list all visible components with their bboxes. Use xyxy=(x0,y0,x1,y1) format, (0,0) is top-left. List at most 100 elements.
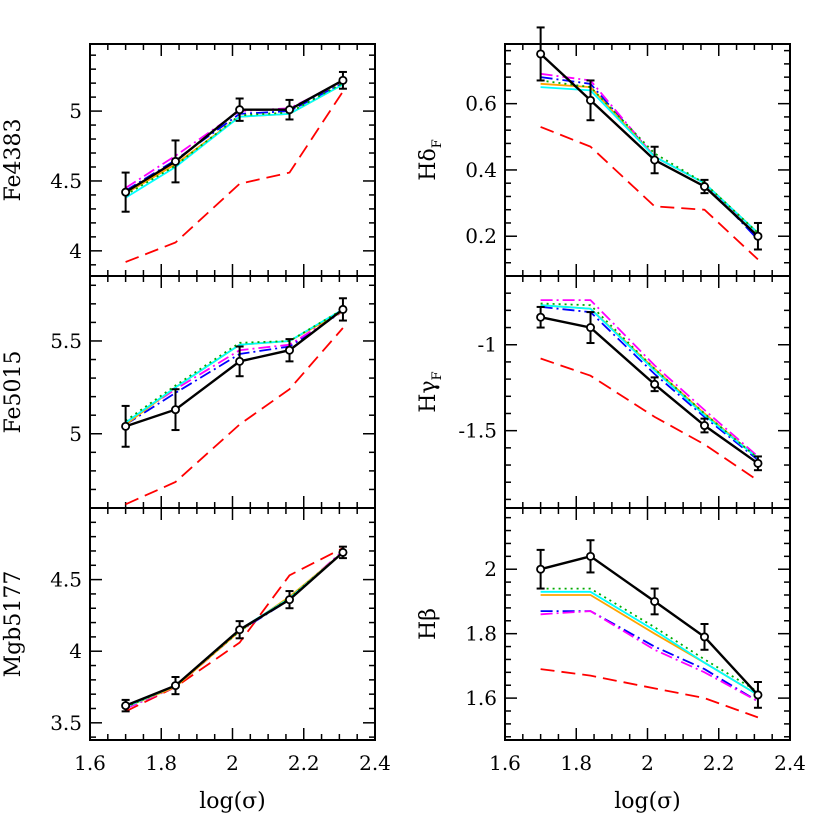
y-axis-label-subscript: F xyxy=(430,371,445,380)
y-axis-label: HδF xyxy=(416,139,445,180)
panel-left-top: 4 4.5 5 Fe4383 xyxy=(1,43,376,277)
series-line-3 xyxy=(540,299,759,458)
series-line-0 xyxy=(125,308,344,428)
y-tick-label: 0.6 xyxy=(465,92,497,116)
data-point xyxy=(536,564,546,574)
series-line-4 xyxy=(540,82,759,234)
y-tick-label: 4 xyxy=(69,639,82,663)
series-line-5 xyxy=(540,86,759,234)
series-line-1 xyxy=(540,126,759,261)
series-line-4 xyxy=(540,594,759,696)
data-point xyxy=(650,155,660,165)
panel-right-middle: -1.5 -1 HγF xyxy=(416,275,791,509)
series-line-4 xyxy=(125,551,344,708)
y-tick-label: 3.5 xyxy=(50,711,82,735)
y-axis-label-subscript: F xyxy=(430,139,445,148)
data-point xyxy=(536,312,546,322)
data-point xyxy=(650,379,660,389)
data-point xyxy=(121,701,131,711)
series-line-1 xyxy=(125,547,344,713)
data-point xyxy=(586,551,596,561)
panel-right-top: 0.2 0.4 0.6 HδF xyxy=(416,26,791,277)
series-line-2 xyxy=(540,306,759,461)
data-point xyxy=(700,182,710,192)
data-point xyxy=(284,595,294,605)
series-line-1 xyxy=(540,668,759,719)
y-tick-label: 4.5 xyxy=(50,568,82,592)
plot-frame xyxy=(89,43,376,277)
x-tick-label: 1.8 xyxy=(560,751,592,775)
data-point xyxy=(121,421,131,431)
data-point xyxy=(170,681,180,691)
series-line-3 xyxy=(125,550,344,710)
x-tick-label: 2 xyxy=(641,751,654,775)
data-point xyxy=(235,625,245,635)
series-line-6 xyxy=(540,587,759,693)
series-line-0 xyxy=(540,316,759,465)
y-tick-label: -1.5 xyxy=(458,419,497,443)
data-point xyxy=(338,547,348,557)
plot-frame xyxy=(504,507,791,741)
series-line-1 xyxy=(540,357,759,482)
x-tick-label: 2.2 xyxy=(703,751,735,775)
series-line-2 xyxy=(540,610,759,703)
x-tick-label: 2.4 xyxy=(359,751,391,775)
data-point xyxy=(753,690,763,700)
data-point xyxy=(121,187,131,197)
data-point xyxy=(338,304,348,314)
data-point xyxy=(753,458,763,468)
data-point xyxy=(170,405,180,415)
y-tick-label: 4 xyxy=(69,239,82,263)
series-line-5 xyxy=(540,304,759,459)
series-line-6 xyxy=(125,551,344,708)
panel-left-middle: 5 5.5 Fe5015 xyxy=(1,275,376,509)
y-tick-label: 5.5 xyxy=(50,329,82,353)
y-tick-label: 1.6 xyxy=(465,686,497,710)
x-tick-label: 1.8 xyxy=(145,751,177,775)
series-line-5 xyxy=(125,551,344,708)
series-line-5 xyxy=(125,308,344,424)
y-axis-label: Mgb5177 xyxy=(1,571,26,678)
y-axis-label: HγF xyxy=(416,371,445,412)
y-tick-label: 5 xyxy=(69,99,82,123)
data-point xyxy=(586,95,596,105)
data-point xyxy=(536,49,546,59)
x-tick-label: 1.6 xyxy=(489,751,521,775)
series-line-2 xyxy=(540,76,759,241)
x-axis-label: log(σ) xyxy=(614,789,681,814)
x-axis-label: log(σ) xyxy=(199,789,266,814)
data-point xyxy=(753,231,763,241)
x-tick-label: 1.6 xyxy=(74,751,106,775)
y-tick-label: 5 xyxy=(69,422,82,446)
series-line-6 xyxy=(125,308,344,422)
data-point xyxy=(170,156,180,166)
x-tick-label: 2 xyxy=(226,751,239,775)
data-point xyxy=(338,75,348,85)
series-line-4 xyxy=(540,304,759,459)
y-axis-label: Fe5015 xyxy=(1,350,26,433)
plot-frame xyxy=(89,275,376,509)
panel-right-bottom: 1.6 1.8 2 2.2 2.4 log(σ) 1.6 1.8 2 Hβ xyxy=(416,507,806,814)
x-tick-label: 2.4 xyxy=(774,751,806,775)
data-point xyxy=(650,596,660,606)
series-line-2 xyxy=(125,550,344,710)
y-tick-label: 0.4 xyxy=(465,158,497,182)
x-tick-label: 2.2 xyxy=(288,751,320,775)
data-point xyxy=(235,356,245,366)
data-point xyxy=(700,632,710,642)
panel-left-bottom: 1.6 1.8 2 2.2 2.4 log(σ) 3.5 4 4.5 Mgb5177 xyxy=(1,507,391,814)
data-point xyxy=(284,105,294,115)
y-axis-label: Hβ xyxy=(416,608,441,640)
series-line-6 xyxy=(540,79,759,234)
data-point xyxy=(586,323,596,333)
y-tick-label: 2 xyxy=(484,557,497,581)
data-point xyxy=(284,345,294,355)
data-point xyxy=(700,421,710,431)
y-tick-label: 1.8 xyxy=(465,622,497,646)
series-line-3 xyxy=(540,610,759,703)
y-tick-label: 4.5 xyxy=(50,169,82,193)
series-line-5 xyxy=(125,83,344,199)
series-line-0 xyxy=(125,551,344,707)
series-line-5 xyxy=(540,590,759,696)
